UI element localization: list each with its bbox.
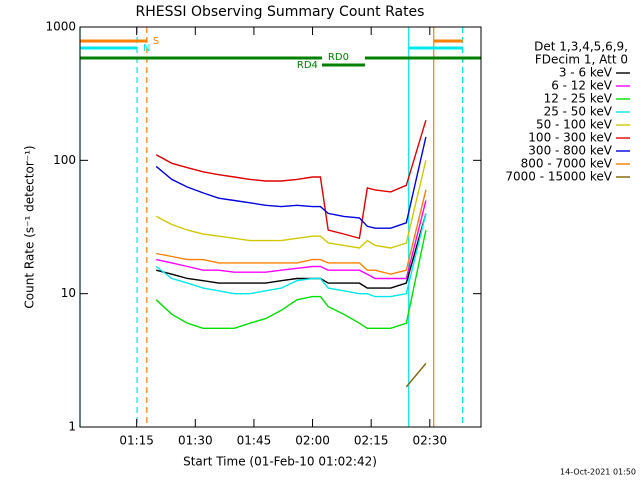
legend-label: 12 - 25 keV (544, 92, 613, 106)
x-tick-label: 01:15 (119, 434, 154, 448)
legend-label: 800 - 7000 keV (521, 157, 613, 171)
flag-label: N (143, 43, 150, 54)
legend-label: 50 - 100 keV (536, 118, 613, 132)
flag-label: RD4 (297, 60, 318, 71)
legend-label: 300 - 800 keV (528, 144, 612, 158)
y-tick-label: 10 (61, 286, 76, 300)
flag-label: RD0 (328, 52, 349, 63)
series-line (155, 229, 427, 329)
legend-title: Det 1,3,4,5,6,9, (534, 40, 628, 54)
flag-label: S (153, 36, 159, 47)
series-line (405, 362, 427, 388)
legend-label: 3 - 6 keV (559, 66, 613, 80)
x-tick-label: 02:30 (413, 434, 448, 448)
legend-label: 25 - 50 keV (544, 105, 613, 119)
x-tick-label: 02:00 (295, 434, 330, 448)
footer: 14-Oct-2021 01:50 (560, 468, 636, 477)
series-line (156, 200, 427, 280)
legend-label: 6 - 12 keV (551, 79, 613, 93)
series-line (156, 213, 427, 289)
legend-label: 7000 - 15000 keV (505, 170, 612, 184)
x-tick-label: 01:30 (178, 434, 213, 448)
x-axis-label: Start Time (01-Feb-10 01:02:42) (183, 455, 377, 469)
series-line (155, 119, 427, 240)
y-tick-label: 1000 (45, 20, 76, 34)
series-line (155, 160, 427, 249)
series-line (155, 213, 427, 298)
y-tick-label: 1 (68, 420, 76, 434)
series-line (156, 189, 427, 275)
x-tick-label: 02:15 (354, 434, 389, 448)
chart-title: RHESSI Observing Summary Count Rates (136, 4, 425, 20)
y-axis-label: Count Rate (s⁻¹ detector⁻¹) (23, 145, 37, 308)
y-tick-label: 100 (53, 153, 76, 167)
x-tick-label: 01:45 (237, 434, 272, 448)
plot-frame (79, 26, 482, 428)
series-line (155, 136, 427, 229)
legend-label: 100 - 300 keV (528, 131, 612, 145)
legend-title: FDecim 1, Att 0 (535, 53, 628, 67)
